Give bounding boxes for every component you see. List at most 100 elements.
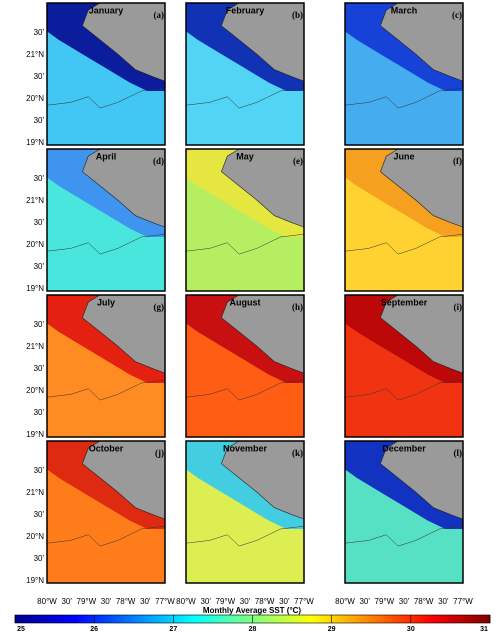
panel-frame — [46, 2, 166, 146]
panel-frame — [46, 440, 166, 584]
lat-label: 21°N — [26, 342, 44, 351]
panel-frame — [185, 2, 305, 146]
lat-label: 30' — [34, 466, 45, 475]
lat-label: 20°N — [26, 386, 44, 395]
lon-label: 30' — [359, 597, 370, 606]
shelf — [186, 149, 304, 237]
contour — [46, 233, 166, 255]
lat-label: 30' — [34, 72, 45, 81]
shelf — [186, 3, 304, 91]
colorbar-tick-label: 30 — [407, 626, 415, 633]
colorbar-tick-label: 31 — [480, 626, 488, 633]
lat-label: 30' — [34, 218, 45, 227]
lat-label: 21°N — [26, 196, 44, 205]
lon-label: 30' — [438, 597, 449, 606]
contour — [46, 379, 166, 401]
lat-label: 19°N — [26, 576, 44, 585]
shelf — [345, 441, 463, 529]
panel-title: July — [97, 297, 115, 307]
lon-label: 30' — [101, 597, 112, 606]
lat-label: 20°N — [26, 94, 44, 103]
lon-label: 30' — [240, 597, 251, 606]
panel-frame — [185, 294, 305, 438]
panel-frame — [344, 2, 464, 146]
lon-label: 30' — [61, 597, 72, 606]
lat-label: 30' — [34, 510, 45, 519]
contour — [344, 379, 464, 401]
contour — [185, 87, 305, 109]
shelf — [186, 441, 304, 529]
lon-label: 30' — [279, 597, 290, 606]
panel-frame — [344, 440, 464, 584]
lat-label: 30' — [34, 28, 45, 37]
lat-label: 30' — [34, 174, 45, 183]
lon-label: 80°W — [335, 597, 355, 606]
contour — [344, 87, 464, 109]
lat-label: 20°N — [26, 532, 44, 541]
panel-frame — [46, 148, 166, 292]
shelf — [47, 3, 165, 91]
contour — [185, 379, 305, 401]
lon-label: 79°W — [216, 597, 236, 606]
panel-letter: (e) — [293, 156, 303, 166]
panel-letter: (a) — [154, 10, 165, 20]
colorbar-tick-label: 27 — [169, 626, 177, 633]
panel-title: February — [226, 5, 265, 15]
panel-frame — [344, 294, 464, 438]
panel-letter: (f) — [453, 156, 462, 166]
shelf — [186, 295, 304, 383]
panel-letter: (j) — [155, 448, 164, 458]
lat-label: 30' — [34, 262, 45, 271]
contour — [185, 233, 305, 255]
panel-title: October — [89, 443, 124, 453]
panel-letter: (h) — [292, 302, 303, 312]
contour — [344, 525, 464, 547]
colorbar-tick-label: 25 — [17, 626, 25, 633]
lon-label: 77°W — [294, 597, 314, 606]
panel-title: September — [381, 297, 428, 307]
lat-label: 19°N — [26, 138, 44, 147]
panel-title: August — [230, 297, 261, 307]
panel-letter: (k) — [292, 448, 303, 458]
panel-letter: (c) — [452, 10, 462, 20]
contour — [46, 87, 166, 109]
lat-label: 30' — [34, 320, 45, 329]
lon-label: 78°W — [255, 597, 275, 606]
lat-label: 19°N — [26, 284, 44, 293]
lon-label: 30' — [140, 597, 151, 606]
lon-label: 77°W — [453, 597, 473, 606]
colorbar-tick-label: 26 — [90, 626, 98, 633]
contour — [185, 525, 305, 547]
lat-label: 30' — [34, 554, 45, 563]
lat-label: 30' — [34, 116, 45, 125]
panel-frame — [46, 294, 166, 438]
panel-letter: (g) — [154, 302, 165, 312]
contour — [46, 525, 166, 547]
panel-title: June — [393, 151, 414, 161]
lon-label: 78°W — [116, 597, 136, 606]
lon-label: 80°W — [176, 597, 196, 606]
lat-label: 21°N — [26, 50, 44, 59]
panel-title: May — [236, 151, 254, 161]
colorbar-tick-label: 28 — [249, 626, 257, 633]
shelf — [47, 295, 165, 383]
lon-label: 80°W — [37, 597, 57, 606]
shelf — [47, 149, 165, 237]
panel-letter: (b) — [292, 10, 303, 20]
shelf — [345, 295, 463, 383]
lon-label: 79°W — [77, 597, 97, 606]
lon-label: 79°W — [375, 597, 395, 606]
lon-label: 77°W — [155, 597, 175, 606]
panel-title: November — [223, 443, 268, 453]
lat-label: 20°N — [26, 240, 44, 249]
panel-letter: (i) — [454, 302, 463, 312]
shelf — [345, 149, 463, 237]
panel-title: March — [391, 5, 418, 15]
lat-label: 19°N — [26, 430, 44, 439]
shelf — [47, 441, 165, 529]
panel-letter: (d) — [153, 156, 164, 166]
lat-label: 21°N — [26, 488, 44, 497]
lon-label: 78°W — [414, 597, 434, 606]
colorbar-label: Monthly Average SST (°C) — [203, 606, 302, 615]
